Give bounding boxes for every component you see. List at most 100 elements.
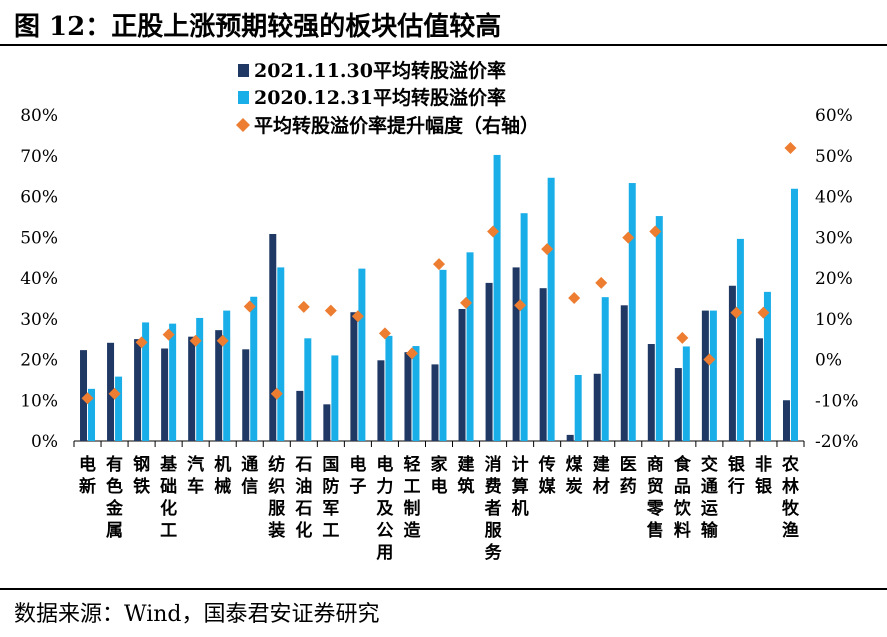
category-label-char: 铁 [133, 476, 150, 497]
y2-tick-label: -10% [815, 391, 859, 411]
category-label-char: 食 [674, 454, 692, 475]
category-label-char: 军 [322, 499, 339, 519]
premium-change-marker [784, 142, 797, 155]
category-label-char: 油 [295, 476, 312, 497]
bar-2020-12-31 [142, 322, 150, 441]
bar-2020-12-31 [115, 376, 123, 441]
category-label-char: 运 [701, 499, 718, 519]
category-label-char: 金 [105, 498, 124, 519]
legend-label-change: 平均转股溢价率提升幅度（右轴） [254, 114, 539, 137]
category-label-char: 工 [322, 521, 339, 541]
premium-change-marker [460, 296, 473, 309]
bar-2020-12-31 [547, 177, 555, 441]
premium-change-marker [649, 225, 662, 238]
category-label-char: 农 [781, 454, 799, 475]
category-label-char: 信 [241, 476, 258, 497]
category-label-char: 商 [647, 454, 664, 475]
category-label-char: 工 [403, 477, 420, 497]
bar-2021-11-30 [539, 288, 547, 441]
category-label-char: 色 [106, 476, 123, 497]
category-label-char: 费 [485, 476, 502, 497]
y2-tick-label: 40% [815, 188, 853, 208]
category-label-char: 筑 [458, 476, 475, 497]
premium-change-marker [405, 347, 418, 360]
bar-2021-11-30 [215, 330, 223, 441]
category-label-char: 炭 [566, 476, 583, 497]
category-label-char: 建 [593, 454, 610, 475]
bar-2020-12-31 [493, 154, 501, 441]
bar-2020-12-31 [709, 310, 717, 441]
category-label-char: 通 [241, 455, 258, 475]
y2-tick-label: 10% [815, 310, 853, 330]
y-tick-label: 30% [20, 310, 58, 330]
y2-tick-label: 50% [815, 147, 853, 167]
source-divider [0, 588, 887, 590]
premium-change-marker [135, 336, 148, 349]
category-label-char: 钢 [133, 454, 150, 475]
category-label-char: 料 [674, 520, 691, 541]
category-label-char: 电 [431, 476, 448, 497]
y-tick-label: 50% [20, 228, 58, 248]
bar-2020-12-31 [574, 374, 582, 441]
bar-2020-12-31 [655, 216, 663, 441]
source-note: 数据来源：Wind，国泰君安证券研究 [14, 602, 380, 627]
category-label-char: 化 [295, 520, 312, 541]
category-label-char: 售 [647, 520, 664, 541]
category-label-char: 轻 [403, 454, 420, 475]
category-label-char: 媒 [539, 476, 557, 497]
premium-change-marker [514, 299, 527, 312]
bar-2020-12-31 [466, 252, 474, 441]
category-label-char: 牧 [782, 498, 800, 519]
category-label-char: 传 [538, 454, 556, 475]
category-label-char: 银 [755, 476, 773, 497]
y2-tick-label: 60% [815, 106, 853, 126]
category-label-char: 电 [79, 454, 96, 475]
category-label-char: 算 [511, 476, 529, 497]
bar-2020-12-31 [250, 296, 258, 441]
bar-2021-11-30 [269, 233, 277, 441]
category-label-char: 车 [187, 476, 204, 497]
bar-2021-11-30 [404, 352, 412, 441]
category-label-char: 消 [485, 454, 502, 475]
category-label-char: 机 [512, 498, 529, 519]
category-label-char: 家 [431, 454, 448, 475]
bar-2020-12-31 [682, 346, 690, 441]
premium-change-marker [541, 243, 554, 256]
y-tick-label: 0% [31, 432, 58, 452]
category-label-char: 材 [593, 476, 610, 497]
category-label-char: 机 [214, 454, 231, 475]
bar-2021-11-30 [647, 344, 655, 441]
category-label-char: 通 [701, 477, 718, 497]
category-label-char: 国 [322, 455, 339, 475]
category-label-char: 防 [322, 476, 339, 497]
bar-2020-12-31 [304, 338, 312, 441]
legend-label-2020: 2020.12.31平均转股溢价率 [254, 86, 506, 109]
category-label-char: 贸 [647, 476, 664, 497]
legend-swatch-2020 [238, 91, 249, 104]
category-label-char: 煤 [566, 454, 583, 475]
category-label-char: 林 [782, 476, 799, 497]
premium-change-marker [676, 331, 689, 344]
premium-change-marker [487, 225, 500, 238]
premium-change-marker [351, 310, 364, 323]
category-label-char: 电 [376, 454, 393, 475]
bar-2020-12-31 [628, 183, 636, 442]
legend-swatch-change [236, 118, 250, 132]
bar-2021-11-30 [755, 338, 763, 441]
y2-tick-label: -20% [815, 432, 859, 452]
y-tick-label: 80% [20, 106, 58, 126]
category-label-char: 公 [376, 521, 393, 541]
bar-2020-12-31 [736, 238, 744, 441]
category-label-char: 制 [403, 498, 420, 519]
category-label-char: 输 [701, 520, 719, 541]
category-label-char: 银 [728, 454, 746, 475]
premium-change-marker [568, 291, 581, 304]
category-label-char: 新 [79, 476, 96, 497]
premium-change-marker [189, 334, 202, 347]
y-tick-label: 60% [20, 188, 58, 208]
premium-change-marker [81, 392, 94, 405]
bar-2021-11-30 [512, 267, 520, 441]
category-label-char: 品 [674, 477, 691, 497]
premium-change-marker [757, 306, 770, 319]
category-label-char: 药 [620, 476, 637, 497]
